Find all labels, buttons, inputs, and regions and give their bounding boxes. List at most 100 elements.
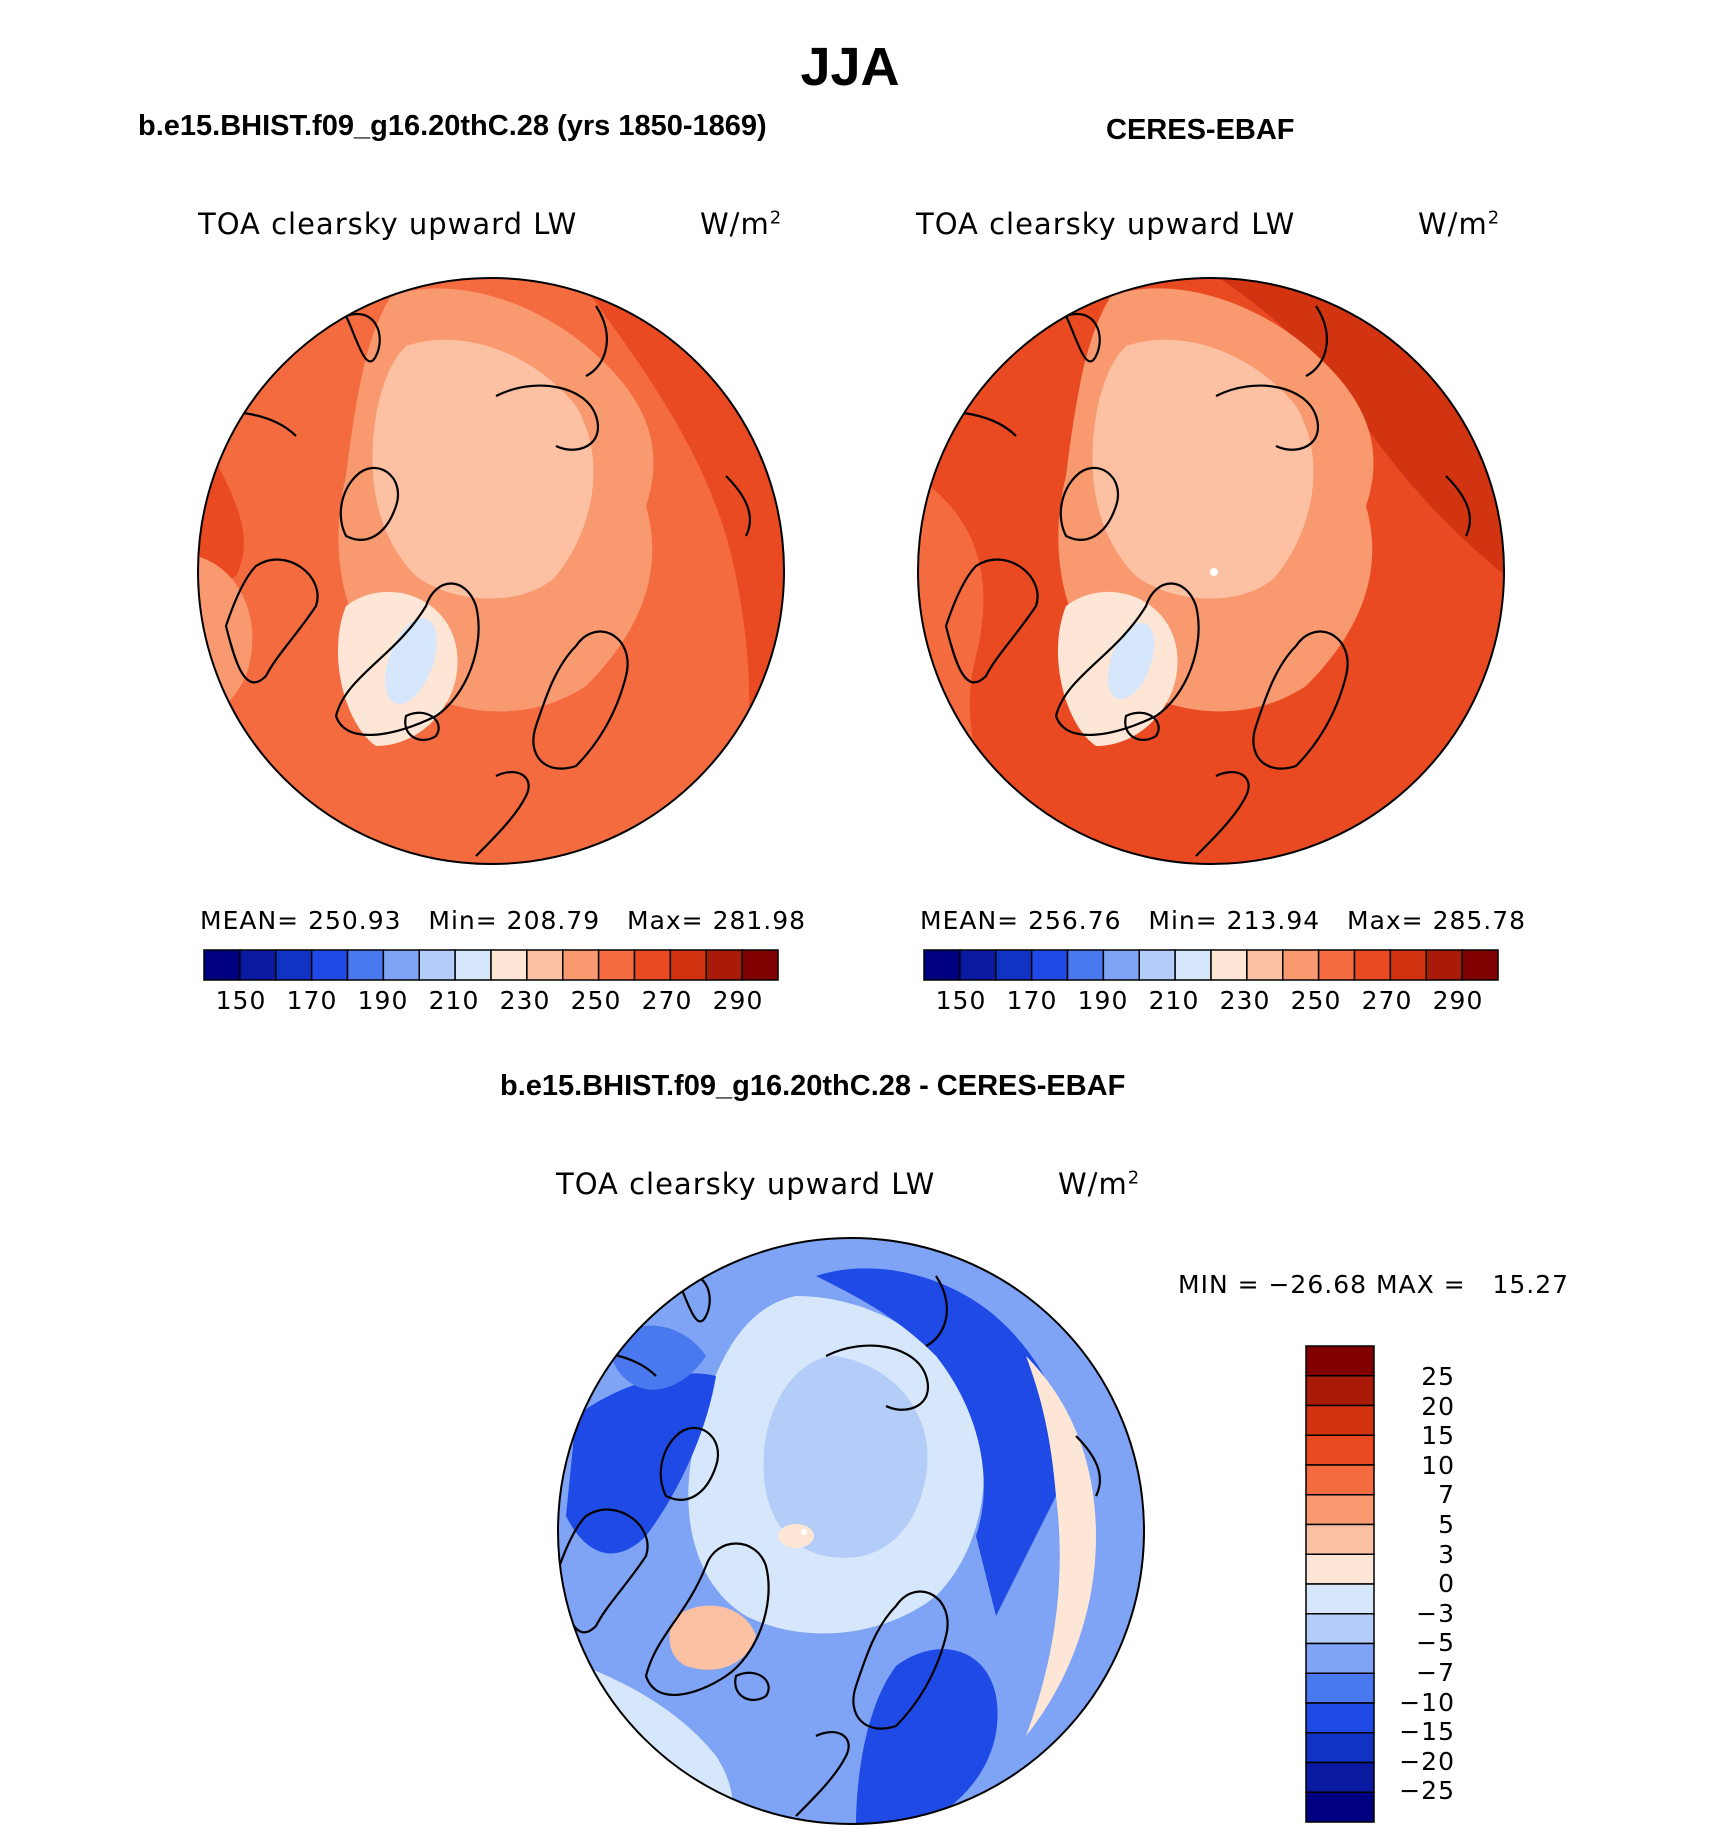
colorbar-swatch (1305, 1672, 1375, 1704)
colorbar-tick-label: −10 (1399, 1688, 1455, 1717)
colorbar-tick-label: 25 (1421, 1362, 1455, 1391)
colorbar-swatch (562, 949, 600, 981)
colorbar-tick-label: 230 (1219, 986, 1271, 1015)
colorbar-swatch (382, 949, 421, 981)
colorbar-tick-label: −5 (1416, 1628, 1455, 1657)
colorbar-swatch (597, 949, 636, 981)
diff-minmax: MIN = −26.68 MAX = 15.27 (1178, 1270, 1570, 1299)
colorbar-swatch (526, 949, 564, 981)
panel-2-variable: TOA clearsky upward LW (916, 207, 1296, 241)
diff-units: W/m2 (1058, 1167, 1141, 1201)
colorbar-tick-label: 290 (1432, 986, 1484, 1015)
colorbar-swatch (1282, 949, 1320, 981)
colorbar-swatch (1305, 1404, 1375, 1436)
colorbar-swatch (995, 949, 1033, 981)
colorbar-swatch (310, 949, 349, 981)
colorbar-swatch (923, 949, 961, 981)
colorbar-swatch (454, 949, 492, 981)
colorbar-tick-label: −15 (1399, 1717, 1455, 1746)
panel-2-heading: CERES-EBAF (1106, 114, 1295, 146)
colorbar-tick-label: −3 (1416, 1599, 1455, 1628)
panel-2-stats: MEAN= 256.76 Min= 213.94 Max= 285.78 (920, 906, 1527, 935)
colorbar-swatch (1066, 949, 1105, 981)
colorbar-swatch (1305, 1375, 1375, 1407)
diff-variable: TOA clearsky upward LW (556, 1167, 936, 1201)
panel-1-colorbar (203, 949, 779, 981)
colorbar-swatch (418, 949, 456, 981)
colorbar-tick-label: −25 (1399, 1776, 1455, 1805)
colorbar-swatch (1305, 1702, 1375, 1734)
colorbar-tick-label: 250 (570, 986, 622, 1015)
colorbar-swatch (1305, 1642, 1375, 1674)
colorbar-swatch (1030, 949, 1069, 981)
colorbar-tick-label: 210 (428, 986, 480, 1015)
colorbar-swatch (1305, 1494, 1375, 1526)
colorbar-swatch (1461, 949, 1499, 981)
diff-colorbar-labels: 25 20 15 10 7 5 3 0 −3 −5 −7 −10 −15 −20… (1380, 1346, 1460, 1822)
colorbar-swatch (1305, 1464, 1375, 1496)
colorbar-tick-label: −7 (1416, 1658, 1455, 1687)
colorbar-swatch (669, 949, 708, 981)
colorbar-swatch (1210, 949, 1248, 981)
colorbar-tick-label: 230 (499, 986, 551, 1015)
colorbar-tick-label: 190 (357, 986, 409, 1015)
colorbar-swatch (1305, 1345, 1375, 1377)
colorbar-swatch (490, 949, 528, 981)
colorbar-tick-label: 250 (1290, 986, 1342, 1015)
colorbar-tick-label: 0 (1438, 1569, 1455, 1598)
colorbar-swatch (1305, 1523, 1375, 1555)
colorbar-swatch (203, 949, 241, 981)
colorbar-swatch (1305, 1434, 1375, 1466)
colorbar-tick-label: 15 (1421, 1421, 1455, 1450)
colorbar-swatch (1305, 1553, 1375, 1585)
colorbar-swatch (275, 949, 313, 981)
colorbar-swatch (705, 949, 743, 981)
colorbar-swatch (1305, 1732, 1375, 1764)
colorbar-swatch (1353, 949, 1392, 981)
colorbar-swatch (1317, 949, 1356, 981)
colorbar-tick-label: 150 (215, 986, 267, 1015)
panel-1-units: W/m2 (700, 207, 783, 241)
panel-2-polar-map (917, 277, 1505, 865)
colorbar-swatch (633, 949, 672, 981)
colorbar-swatch (1305, 1761, 1375, 1793)
colorbar-swatch (1102, 949, 1141, 981)
colorbar-swatch (1138, 949, 1176, 981)
panel-1-polar-map (197, 277, 785, 865)
panel-1-colorbar-labels: 150 170 190 210 230 250 270 290 (204, 986, 778, 1018)
colorbar-swatch (346, 949, 385, 981)
colorbar-swatch (1305, 1583, 1375, 1615)
colorbar-tick-label: 20 (1421, 1392, 1455, 1421)
panel-2-colorbar (923, 949, 1499, 981)
diff-colorbar (1305, 1345, 1375, 1823)
colorbar-tick-label: 170 (286, 986, 338, 1015)
diff-polar-map (557, 1237, 1145, 1825)
colorbar-swatch (1246, 949, 1284, 981)
colorbar-swatch (741, 949, 779, 981)
colorbar-swatch (959, 949, 997, 981)
colorbar-tick-label: −20 (1399, 1747, 1455, 1776)
colorbar-tick-label: 170 (1006, 986, 1058, 1015)
colorbar-swatch (1305, 1791, 1375, 1823)
colorbar-tick-label: 270 (641, 986, 693, 1015)
colorbar-swatch (239, 949, 277, 981)
colorbar-swatch (1305, 1613, 1375, 1645)
colorbar-tick-label: 7 (1438, 1480, 1455, 1509)
colorbar-tick-label: 270 (1361, 986, 1413, 1015)
colorbar-swatch (1425, 949, 1463, 981)
figure-title: JJA (800, 37, 900, 97)
panel-1-heading: b.e15.BHIST.f09_g16.20thC.28 (yrs 1850-1… (138, 110, 767, 142)
diff-heading: b.e15.BHIST.f09_g16.20thC.28 - CERES-EBA… (500, 1070, 1126, 1102)
colorbar-swatch (1389, 949, 1428, 981)
panel-2-units: W/m2 (1418, 207, 1501, 241)
panel-1-variable: TOA clearsky upward LW (198, 207, 578, 241)
colorbar-tick-label: 150 (935, 986, 987, 1015)
colorbar-tick-label: 190 (1077, 986, 1129, 1015)
colorbar-tick-label: 3 (1438, 1540, 1455, 1569)
colorbar-tick-label: 290 (712, 986, 764, 1015)
panel-2-colorbar-labels: 150 170 190 210 230 250 270 290 (924, 986, 1498, 1018)
colorbar-tick-label: 10 (1421, 1451, 1455, 1480)
colorbar-tick-label: 210 (1148, 986, 1200, 1015)
colorbar-swatch (1174, 949, 1212, 981)
colorbar-tick-label: 5 (1438, 1510, 1455, 1539)
